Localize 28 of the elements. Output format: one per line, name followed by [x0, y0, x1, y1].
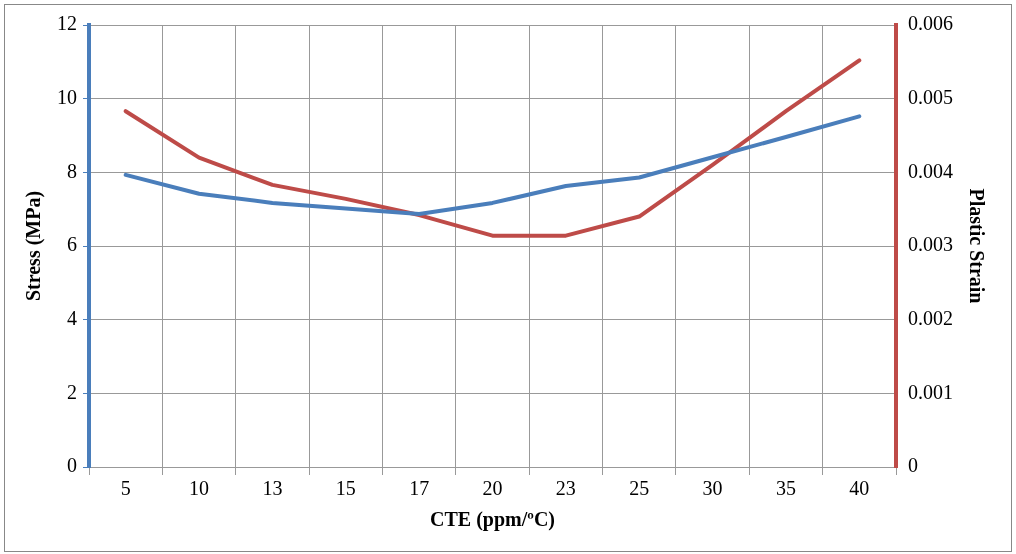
- y2-tick-label: 0.003: [908, 233, 953, 256]
- x-tick-label: 13: [262, 477, 283, 500]
- x-tick-label: 17: [409, 477, 430, 500]
- x-tick-label: 15: [335, 477, 356, 500]
- x-tick-label: 35: [775, 477, 796, 500]
- y-tick-label: 12: [57, 12, 77, 35]
- y2-tick-label: 0.005: [908, 85, 953, 108]
- y-tick-label: 4: [67, 306, 77, 329]
- y-tick-label: 6: [67, 233, 77, 256]
- x-tick-label: 20: [482, 477, 503, 500]
- y-tick-label: 10: [57, 85, 77, 108]
- x-tick-label: 5: [120, 477, 131, 500]
- y2-tick-label: 0.002: [908, 306, 953, 329]
- x-tick-label: 40: [849, 477, 870, 500]
- y-axis-title: Stress (MPa): [22, 190, 46, 302]
- y2-tick-label: 0.004: [908, 159, 953, 182]
- y2-tick-label: 0.001: [908, 380, 953, 403]
- y2-tick-label: 0: [908, 454, 918, 477]
- x-axis-title: CTE (ppm/ºC): [430, 508, 555, 532]
- y-tick-label: 8: [67, 159, 77, 182]
- y2-axis-title: Plastic Strain: [965, 188, 988, 304]
- x-tick-label: 25: [629, 477, 650, 500]
- x-tick-label: 10: [189, 477, 210, 500]
- x-tick-label: 23: [555, 477, 576, 500]
- y-tick-label: 0: [67, 454, 77, 477]
- y-tick-label: 2: [67, 380, 77, 403]
- y2-tick-label: 0.006: [908, 12, 953, 35]
- x-tick-label: 30: [702, 477, 723, 500]
